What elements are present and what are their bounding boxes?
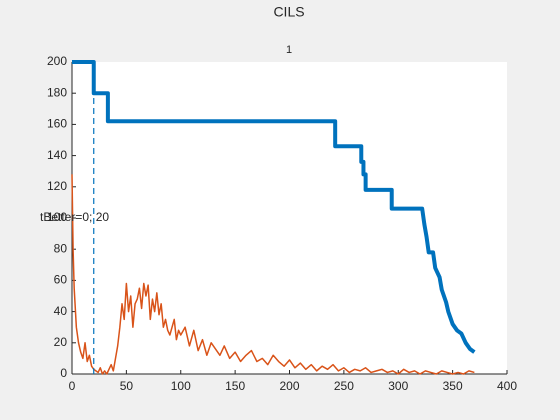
- x-tick-label: 250: [334, 379, 354, 393]
- x-tick-label: 150: [225, 379, 245, 393]
- annotation: tBetter=0; 20: [40, 210, 109, 224]
- x-tick-label: 0: [69, 379, 76, 393]
- y-tick-label: 100: [47, 210, 67, 224]
- y-tick-label: 140: [47, 148, 67, 162]
- chart-title: CILS: [273, 4, 304, 20]
- series-line: [72, 60, 476, 354]
- y-tick-label: 40: [54, 304, 68, 318]
- y-tick-label: 200: [47, 54, 67, 68]
- x-tick-label: 300: [388, 379, 408, 393]
- y-tick-label: 160: [47, 117, 67, 131]
- y-tick-label: 80: [54, 241, 68, 255]
- y-tick-label: 180: [47, 85, 67, 99]
- y-tick-label: 120: [47, 179, 67, 193]
- x-tick-label: 50: [120, 379, 134, 393]
- series-line: [71, 174, 475, 375]
- y-tick-label: 0: [60, 366, 67, 380]
- plot-area: [72, 62, 507, 374]
- y-tick-label: 60: [54, 273, 68, 287]
- x-tick-label: 100: [171, 379, 191, 393]
- chart-subtitle: 1: [286, 44, 292, 56]
- x-tick-label: 350: [443, 379, 463, 393]
- x-tick-label: 200: [279, 379, 299, 393]
- x-tick-label: 400: [497, 379, 517, 393]
- y-tick-label: 20: [54, 335, 68, 349]
